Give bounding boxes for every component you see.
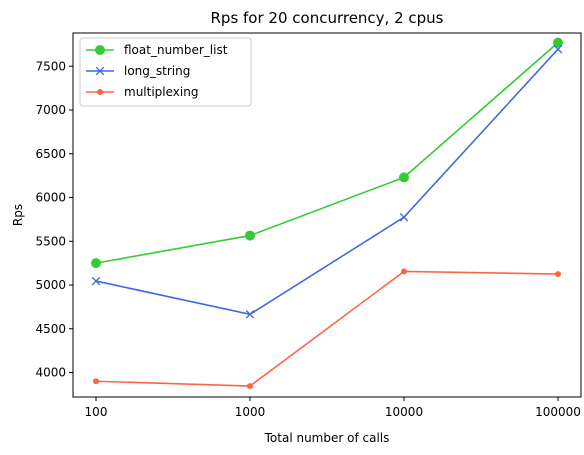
data-point — [553, 37, 563, 48]
legend: float_number_list long_string multiplexing — [79, 37, 252, 107]
legend-marker — [97, 89, 103, 95]
data-point — [91, 258, 101, 269]
data-point — [399, 172, 409, 183]
legend-label: multiplexing — [124, 85, 198, 99]
legend-item: multiplexing — [86, 85, 198, 99]
y-tick-label: 6500 — [35, 147, 66, 161]
data-point — [91, 276, 101, 286]
series-layer — [91, 37, 563, 390]
legend-item: float_number_list — [86, 43, 228, 57]
y-axis: 4000 4500 5000 5500 6000 6500 7000 7500 — [35, 59, 73, 380]
data-point — [93, 378, 99, 385]
y-tick-label: 6000 — [35, 191, 66, 205]
y-tick-label: 7500 — [35, 59, 66, 73]
y-tick-label: 5000 — [35, 278, 66, 292]
data-point — [555, 271, 561, 278]
x-axis-label: Total number of calls — [264, 431, 390, 445]
y-tick-label: 5500 — [35, 234, 66, 248]
legend-item: long_string — [86, 64, 190, 78]
legend-label: float_number_list — [124, 43, 228, 57]
x-tick-label: 1000 — [235, 405, 266, 419]
data-point — [553, 44, 563, 54]
series-line — [95, 48, 559, 316]
data-point — [401, 268, 407, 275]
series-line — [95, 270, 559, 387]
y-tick-label: 7000 — [35, 103, 66, 117]
y-tick-label: 4000 — [35, 366, 66, 380]
legend-marker — [95, 45, 105, 55]
data-point — [399, 212, 409, 222]
data-point — [245, 310, 255, 319]
y-axis-label: Rps — [11, 204, 25, 226]
legend-label: long_string — [124, 64, 190, 78]
series-line — [95, 42, 559, 264]
series-multiplexing — [93, 268, 561, 390]
chart-title: Rps for 20 concurrency, 2 cpus — [211, 9, 444, 27]
data-point — [245, 230, 255, 241]
series-long-string — [91, 44, 563, 319]
x-tick-label: 100 — [85, 405, 108, 419]
data-point — [247, 383, 253, 390]
series-float-number-list — [91, 37, 563, 269]
x-tick-label: 10000 — [385, 405, 423, 419]
legend-marker — [95, 66, 105, 76]
y-tick-label: 4500 — [35, 322, 66, 336]
legend-box — [79, 37, 252, 107]
x-tick-label: 100000 — [535, 405, 581, 419]
x-axis: 100 1000 10000 100000 — [85, 397, 581, 419]
